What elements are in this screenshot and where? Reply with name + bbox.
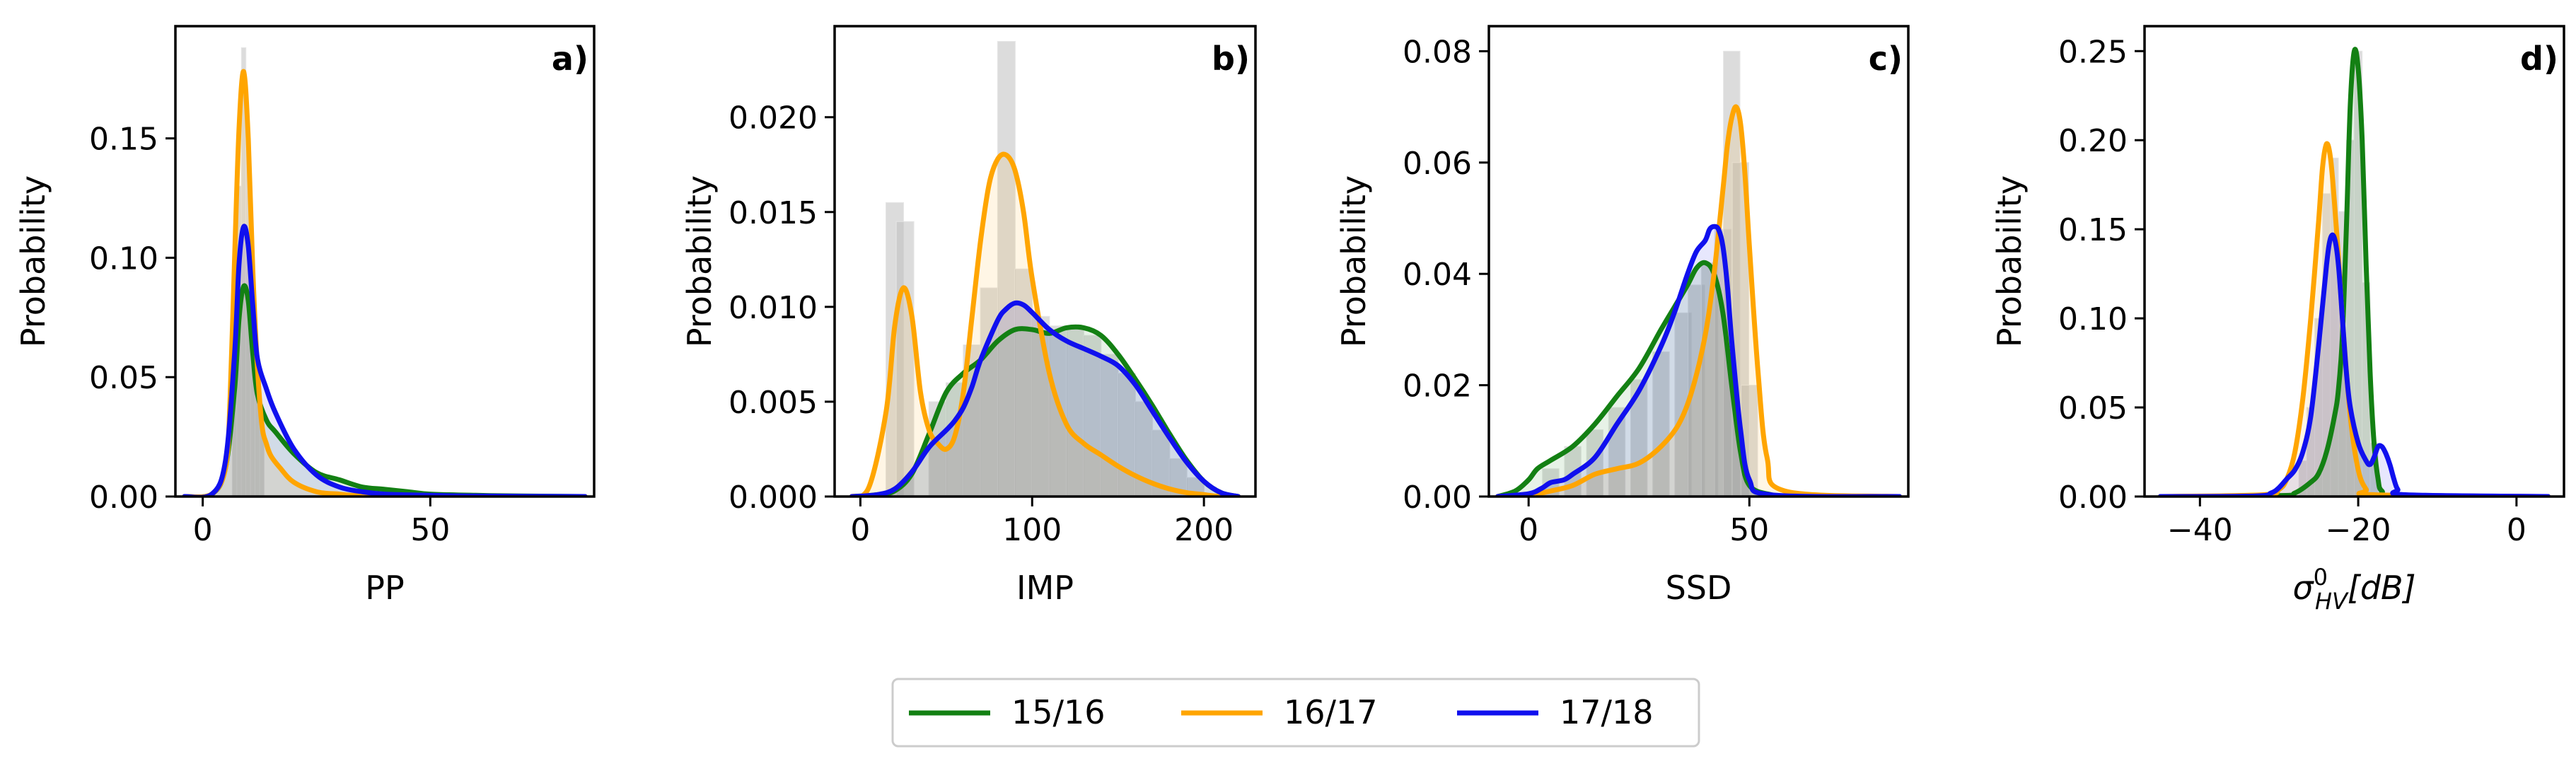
panel-2: 0 100 200 0.000 0.005 0.010 0.015 0.020 Probabil…	[680, 25, 1257, 607]
series-line-17-18	[2157, 232, 2551, 497]
y-tick-label: 0.10	[89, 240, 158, 277]
panel-4: −40 −20 0 0.00 0.05 0.10 0.15 0.20 0.25 Probabili…	[1990, 25, 2565, 615]
series-line-17-18	[182, 224, 588, 497]
x-axis-label: IMP	[1016, 569, 1074, 607]
series-area-15-16	[2160, 49, 2548, 497]
y-tick-label: 0.10	[2058, 301, 2128, 337]
panel-label: a)	[552, 40, 588, 78]
x-tick-label: −20	[2326, 512, 2391, 548]
y-tick-label: 0.15	[2058, 212, 2128, 248]
y-tick-label: 0.05	[2058, 390, 2128, 426]
y-axis-label: Probability	[1990, 175, 2029, 347]
plot-area	[849, 41, 1241, 497]
legend-frame	[891, 678, 1700, 748]
y-tick-label: 0.06	[1403, 146, 1472, 182]
x-tick-label: 0	[1519, 512, 1538, 548]
y-tick-label: 0.010	[729, 290, 818, 326]
panel-1: 0 50 0.00 0.05 0.10 0.15 Probability PP a)	[14, 25, 596, 607]
x-tick-label: 200	[1174, 512, 1234, 548]
y-tick-label: 0.08	[1403, 34, 1472, 70]
y-tick-label: 0.020	[729, 100, 818, 137]
y-axis-label: Probability	[14, 175, 52, 347]
series-area-15-16	[1497, 262, 1900, 497]
y-axis-label: Probability	[680, 175, 719, 347]
x-axis-label: PP	[365, 569, 404, 607]
legend-label-17-18: 17/18	[1560, 693, 1654, 731]
panels: 0 50 0.00 0.05 0.10 0.15 Probability PP a) 0 100 20…	[14, 25, 2565, 615]
legend-label-16-17: 16/17	[1284, 693, 1378, 731]
y-tick-label: 0.20	[2058, 123, 2128, 159]
x-tick-label: 0	[850, 512, 870, 548]
panel-3: 0 50 0.00 0.02 0.04 0.06 0.08 Probability SSD c)	[1335, 25, 1910, 607]
x-tick-label: 50	[1729, 512, 1769, 548]
panel-label: c)	[1869, 40, 1903, 78]
x-tick-label: 0	[193, 512, 213, 548]
y-tick-label: 0.15	[89, 122, 158, 158]
y-tick-label: 0.00	[89, 480, 158, 516]
y-tick-label: 0.02	[1403, 369, 1472, 405]
series-line-16-17	[849, 151, 1241, 497]
y-tick-label: 0.000	[729, 480, 818, 516]
x-axis-label: SSD	[1666, 569, 1732, 607]
plot-area	[182, 47, 588, 497]
y-tick-label: 0.015	[729, 195, 818, 231]
plot-frame	[174, 25, 596, 498]
panel-label: b)	[1212, 40, 1250, 78]
series-area-16-17	[1497, 106, 1900, 497]
y-tick-label: 0.05	[89, 360, 158, 396]
series-line-16-17	[1495, 104, 1902, 497]
series-line-17-18	[849, 300, 1241, 497]
y-tick-label: 0.00	[1403, 480, 1472, 516]
series-area-17-18	[184, 226, 586, 497]
x-tick-label: 50	[410, 512, 450, 548]
legend: 15/16 16/17 17/18	[891, 678, 1700, 748]
series-area-16-17	[852, 154, 1238, 497]
y-tick-label: 0.00	[2058, 480, 2128, 516]
x-tick-label: 100	[1002, 512, 1062, 548]
series-area-15-16	[852, 327, 1238, 497]
y-tick-label: 0.04	[1403, 257, 1472, 293]
plot-area	[1495, 50, 1902, 497]
histogram-bar	[1100, 354, 1119, 497]
y-tick-label: 0.25	[2058, 34, 2128, 70]
y-axis-label: Probability	[1335, 175, 1373, 347]
histogram-bar	[1048, 325, 1067, 497]
plot-frame	[2143, 25, 2565, 498]
x-tick-label: −40	[2167, 512, 2233, 548]
histogram-bar	[1031, 315, 1050, 497]
histogram-bar	[997, 41, 1016, 497]
y-tick-label: 0.005	[729, 385, 818, 421]
histogram-bar	[895, 221, 915, 497]
series-line-17-18	[1495, 224, 1902, 497]
x-axis-label: σ0 HV[dB]	[2292, 564, 2415, 615]
x-tick-label: 0	[2507, 512, 2526, 548]
series-line-15-16	[2157, 47, 2551, 497]
panel-label: d)	[2520, 40, 2558, 78]
plot-frame	[833, 25, 1257, 498]
plot-area	[2157, 47, 2551, 497]
legend-label-15-16: 15/16	[1011, 693, 1106, 731]
plot-frame	[1487, 25, 1910, 498]
